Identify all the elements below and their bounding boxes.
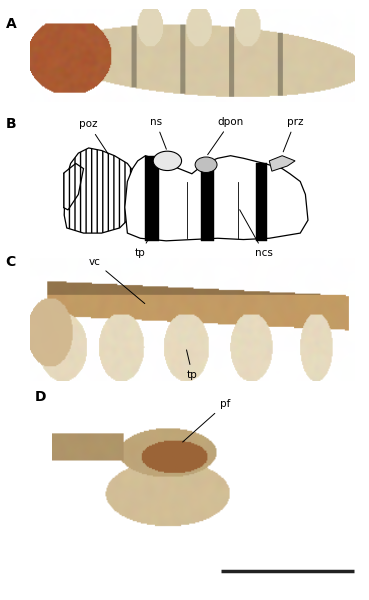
Text: ncs: ncs bbox=[240, 210, 273, 259]
Text: prz: prz bbox=[283, 117, 303, 152]
Text: poz: poz bbox=[79, 119, 108, 154]
Text: B: B bbox=[6, 117, 16, 131]
Polygon shape bbox=[125, 156, 308, 241]
Text: pf: pf bbox=[183, 400, 230, 442]
Text: C: C bbox=[6, 255, 16, 269]
Polygon shape bbox=[269, 156, 295, 171]
Text: tp: tp bbox=[186, 350, 198, 380]
Text: tp: tp bbox=[135, 236, 151, 259]
Text: A: A bbox=[6, 17, 16, 31]
Polygon shape bbox=[63, 163, 83, 210]
Polygon shape bbox=[64, 148, 138, 233]
Text: dpon: dpon bbox=[208, 117, 244, 155]
Ellipse shape bbox=[153, 151, 182, 170]
Polygon shape bbox=[201, 166, 214, 241]
Text: ns: ns bbox=[150, 117, 166, 149]
Text: vc: vc bbox=[89, 257, 145, 304]
Text: D: D bbox=[35, 390, 46, 404]
Ellipse shape bbox=[195, 157, 217, 172]
Polygon shape bbox=[145, 156, 159, 241]
Polygon shape bbox=[256, 163, 268, 241]
